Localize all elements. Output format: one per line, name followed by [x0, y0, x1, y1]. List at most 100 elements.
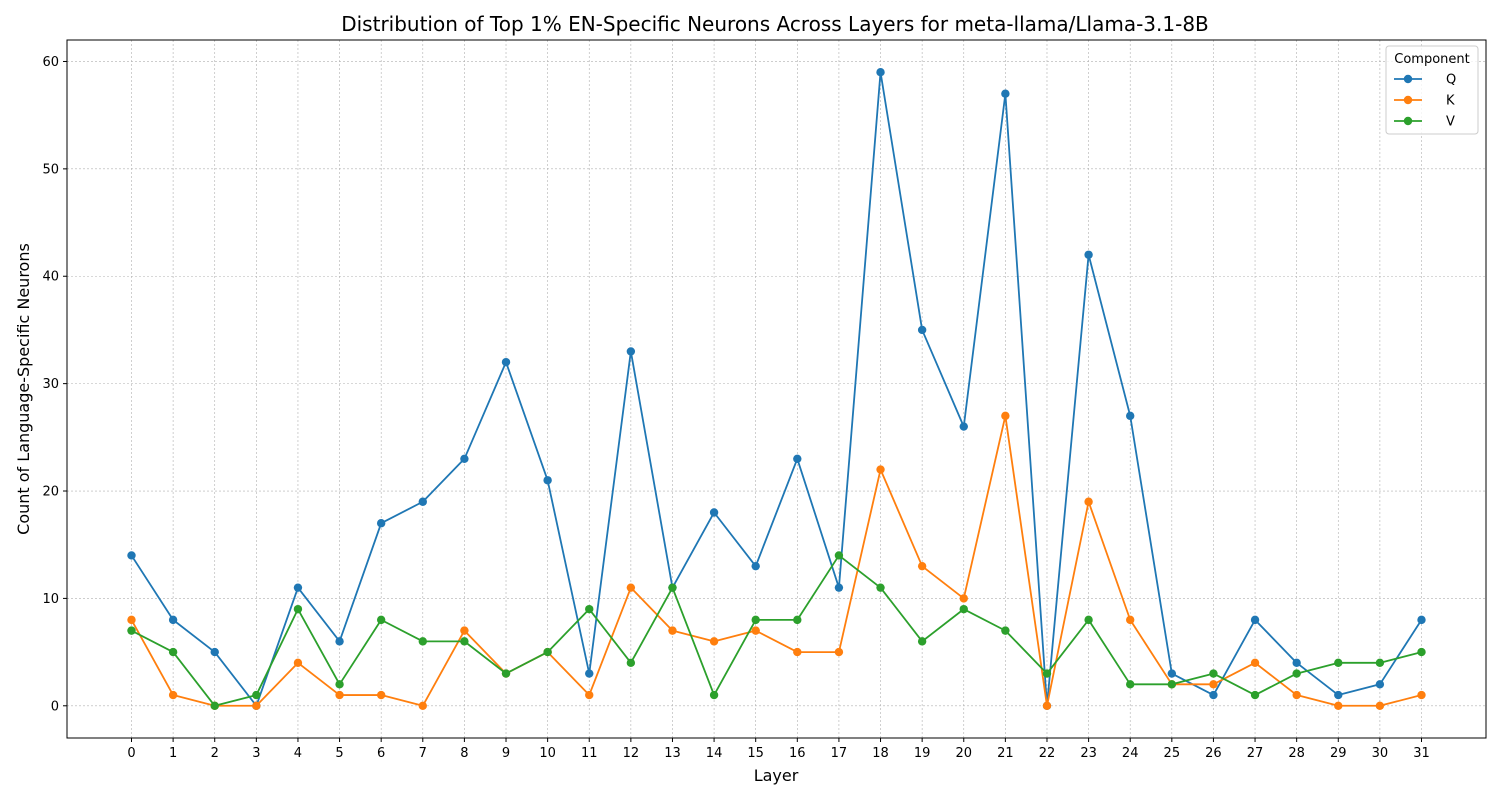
- x-tick-label: 24: [1122, 746, 1139, 761]
- x-tick-label: 27: [1247, 746, 1264, 761]
- data-point: [959, 594, 968, 603]
- series-v: [127, 551, 1426, 710]
- data-point: [1084, 615, 1093, 625]
- y-tick-label: 30: [42, 377, 59, 392]
- legend-entry-q: Q: [1394, 73, 1456, 88]
- x-tick-label: 31: [1413, 746, 1430, 761]
- legend-marker: [1403, 95, 1413, 105]
- legend-entry-v: V: [1394, 115, 1455, 130]
- data-point: [1209, 669, 1218, 678]
- data-point: [1417, 615, 1426, 625]
- data-point: [751, 615, 760, 625]
- data-point: [1126, 411, 1135, 421]
- x-tick-label: 0: [127, 746, 135, 761]
- data-point: [460, 637, 469, 646]
- data-point: [959, 422, 968, 431]
- data-point: [376, 519, 386, 528]
- axis-ticks: 0 1 2 3 4 5 6 7 8 9 10 11 12 13 14 15 16 17 18 19 20 21 22 23 24…: [42, 55, 1429, 761]
- data-point: [834, 647, 844, 657]
- data-point: [1250, 615, 1260, 625]
- data-point: [1126, 680, 1135, 689]
- x-tick-label: 12: [623, 746, 640, 761]
- x-tick-label: 29: [1330, 746, 1347, 761]
- data-point: [876, 68, 885, 77]
- data-point: [1292, 690, 1301, 700]
- data-point: [585, 690, 594, 700]
- data-point: [460, 454, 469, 463]
- data-point: [252, 701, 261, 710]
- data-point: [418, 701, 427, 710]
- data-point: [1250, 690, 1260, 700]
- data-point: [1292, 669, 1301, 678]
- legend-marker: [1403, 116, 1413, 126]
- data-point: [668, 583, 677, 592]
- x-tick-label: 15: [747, 746, 764, 761]
- x-tick-label: 7: [419, 746, 427, 761]
- data-point: [460, 626, 469, 635]
- x-tick-label: 9: [502, 746, 510, 761]
- x-tick-label: 5: [335, 746, 343, 761]
- series-line: [130, 414, 1422, 707]
- x-tick-label: 11: [581, 746, 598, 761]
- data-point: [793, 454, 802, 463]
- data-point: [1001, 626, 1010, 635]
- legend-label: K: [1446, 94, 1455, 109]
- x-tick-label: 30: [1372, 746, 1389, 761]
- data-point: [1375, 680, 1385, 689]
- data-point: [751, 561, 760, 571]
- data-point: [335, 690, 344, 700]
- data-point: [793, 647, 802, 657]
- data-point: [959, 604, 968, 614]
- x-tick-label: 22: [1039, 746, 1056, 761]
- chart-title: Distribution of Top 1% EN-Specific Neuro…: [341, 12, 1209, 36]
- data-point: [376, 690, 386, 700]
- data-point: [168, 647, 178, 657]
- x-tick-label: 20: [955, 746, 972, 761]
- data-point: [1001, 89, 1010, 98]
- x-tick-label: 8: [460, 746, 468, 761]
- x-tick-label: 28: [1288, 746, 1305, 761]
- x-tick-label: 21: [997, 746, 1014, 761]
- data-point: [1250, 658, 1260, 668]
- y-axis-label: Count of Language-Specific Neurons: [14, 243, 33, 535]
- data-point: [335, 680, 344, 689]
- x-tick-label: 14: [706, 746, 723, 761]
- data-point: [501, 669, 511, 678]
- y-tick-label: 20: [42, 485, 59, 500]
- data-point: [834, 551, 844, 560]
- data-point: [210, 701, 219, 710]
- legend-label: V: [1446, 115, 1455, 130]
- data-point: [585, 604, 594, 614]
- data-point: [543, 476, 552, 485]
- x-tick-label: 6: [377, 746, 385, 761]
- data-point: [1167, 669, 1177, 678]
- data-point: [668, 626, 677, 635]
- data-point: [1042, 669, 1052, 678]
- data-point: [1001, 411, 1010, 421]
- x-tick-label: 26: [1205, 746, 1222, 761]
- series-line: [130, 71, 1423, 707]
- legend-box: [1385, 45, 1479, 135]
- data-point: [1084, 497, 1093, 506]
- x-tick-label: 23: [1080, 746, 1097, 761]
- x-tick-label: 16: [789, 746, 806, 761]
- x-axis-label: Layer: [754, 766, 799, 785]
- data-point: [127, 615, 136, 625]
- data-point: [876, 583, 885, 592]
- data-point: [1167, 680, 1177, 689]
- y-tick-label: 10: [42, 592, 59, 607]
- grid: [67, 40, 1486, 738]
- legend-title: Component: [1394, 52, 1469, 67]
- data-point: [626, 583, 636, 592]
- legend-label: Q: [1446, 73, 1456, 88]
- series-lines: [127, 68, 1426, 710]
- data-point: [543, 647, 552, 657]
- data-point: [834, 583, 844, 592]
- legend-entry-k: K: [1394, 94, 1455, 109]
- data-point: [876, 465, 885, 474]
- data-point: [917, 561, 927, 571]
- data-point: [210, 647, 219, 657]
- plot-frame: [66, 39, 1487, 739]
- y-tick-label: 60: [42, 55, 59, 70]
